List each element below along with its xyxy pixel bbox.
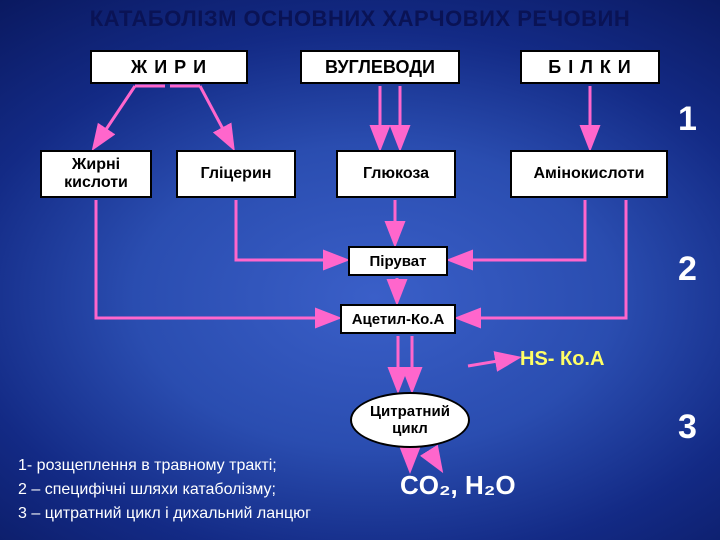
box-proteins: Б І Л К И <box>520 50 660 84</box>
legend-line-1: 1- розщеплення в травному тракті; <box>18 454 311 478</box>
box-glucose: Глюкоза <box>336 150 456 198</box>
stage-1: 1 <box>678 100 697 139</box>
box-carbs: ВУГЛЕВОДИ <box>300 50 460 84</box>
legend: 1- розщеплення в травному тракті; 2 – сп… <box>18 454 311 526</box>
stage-2: 2 <box>678 250 697 289</box>
stage-3: 3 <box>678 408 697 447</box>
label-co2-h2o: CO₂, H₂O <box>400 470 516 501</box>
box-aminoacids: Амінокислоти <box>510 150 668 198</box>
box-fatty-acids: Жирні кислоти <box>40 150 152 198</box>
box-fats: Ж И Р И <box>90 50 248 84</box>
page-title: КАТАБОЛІЗМ ОСНОВНИХ ХАРЧОВИХ РЕЧОВИН <box>0 6 720 32</box>
box-pyruvate: Піруват <box>348 246 448 276</box>
legend-line-3: 3 – цитратний цикл і дихальний ланцюг <box>18 502 311 526</box>
oval-citric-cycle: Цитратний цикл <box>350 392 470 448</box>
label-hs-coa: НS- Ко.А <box>520 348 604 371</box>
legend-line-2: 2 – специфічні шляхи катаболізму; <box>18 478 311 502</box>
box-acetyl-coa: Ацетил-Ко.А <box>340 304 456 334</box>
box-glycerin: Гліцерин <box>176 150 296 198</box>
